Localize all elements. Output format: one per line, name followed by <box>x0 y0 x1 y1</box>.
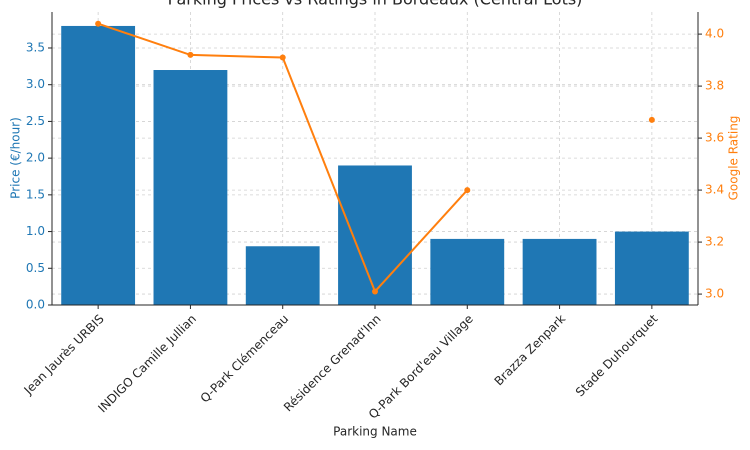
rating-point <box>95 20 102 27</box>
rating-point <box>372 288 378 295</box>
bar <box>61 25 136 305</box>
y2-tick-label: 3.4 <box>705 183 724 197</box>
rating-point <box>464 187 471 194</box>
bar <box>522 238 597 305</box>
x-tick-label: Brazza Zenpark <box>492 312 569 389</box>
y-tick-label: 1.5 <box>26 187 45 201</box>
y2-tick-label: 4.0 <box>705 27 724 41</box>
bar <box>430 238 505 305</box>
y2-axis-label: Google Rating <box>727 116 741 201</box>
x-tick-label: INDIGO Camille Jullian <box>95 312 199 416</box>
y-tick-label: 1.0 <box>26 224 45 238</box>
bar <box>153 70 228 305</box>
rating-point <box>187 51 194 58</box>
x-tick-label: Q-Park Clémenceau <box>198 312 292 406</box>
x-tick-label: Q-Park Bord'eau Village <box>366 312 476 422</box>
y-axis-label: Price (€/hour) <box>9 117 23 199</box>
y2-tick-label: 3.0 <box>705 287 724 301</box>
y-tick-label: 3.0 <box>26 77 45 91</box>
bar <box>245 246 320 305</box>
y-tick-label: 2.0 <box>26 151 45 165</box>
bar <box>338 165 412 305</box>
rating-point <box>648 116 655 123</box>
x-tick-label: Jean Jaurès URBIS <box>21 312 107 398</box>
x-axis-label: Parking Name <box>333 425 417 439</box>
chart-title: Parking Prices vs Ratings in Bordeaux (C… <box>168 0 583 9</box>
x-tick-label: Stade Duhourquet <box>573 311 661 399</box>
x-tick-label: Résidence Grenad'Inn <box>281 312 384 415</box>
y2-tick-label: 3.6 <box>705 131 724 145</box>
y2-tick-label: 3.8 <box>705 79 724 93</box>
y-tick-label: 0.0 <box>26 298 45 312</box>
y-tick-label: 3.5 <box>26 40 45 54</box>
y2-tick-label: 3.2 <box>705 235 724 249</box>
rating-point <box>279 54 286 61</box>
y-tick-label: 2.5 <box>26 114 45 128</box>
y-tick-label: 0.5 <box>26 261 45 275</box>
bar <box>614 231 689 305</box>
